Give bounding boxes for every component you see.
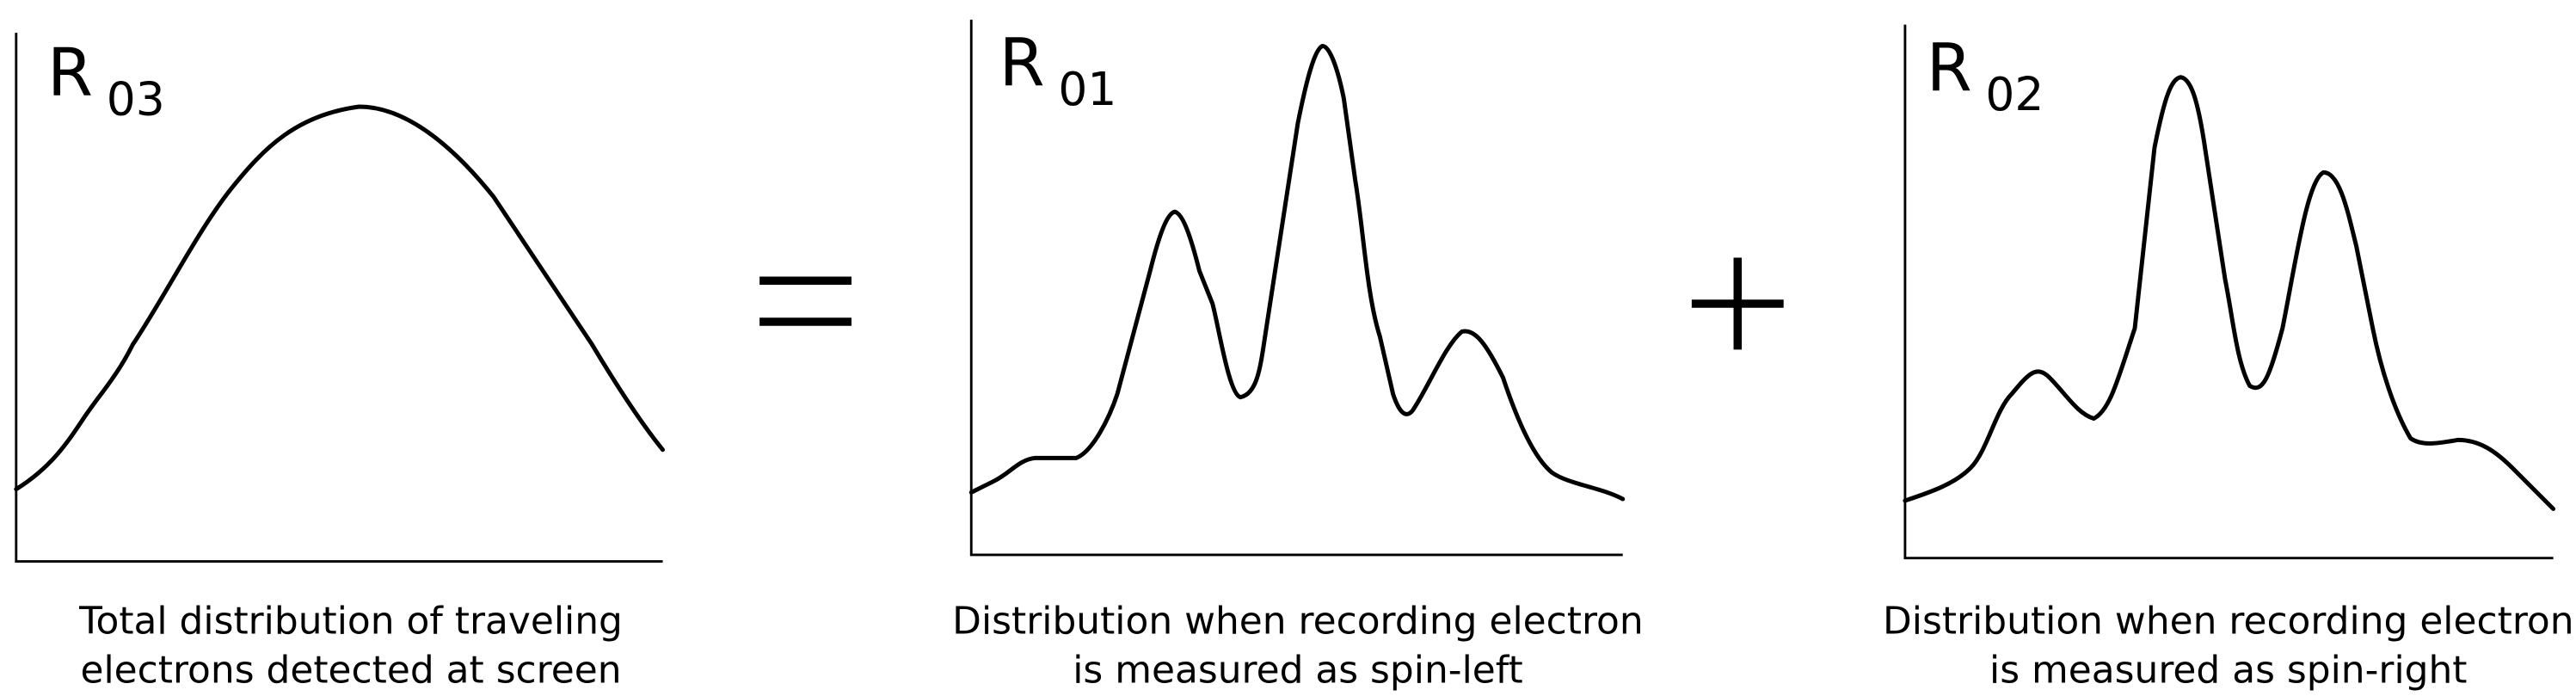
caption: is measured as spin-left <box>1073 649 1522 693</box>
panel-subscript: 01 <box>1058 62 1116 116</box>
panel-spin-left: R 01 Distribution when recording electro… <box>952 19 1644 693</box>
panel-subscript: 02 <box>1985 67 2044 121</box>
panel-total: R 03 Total distribution of traveling ele… <box>14 33 666 693</box>
caption: electrons detected at screen <box>80 649 621 693</box>
panel-spin-right: R 02 Distribution when recording electro… <box>1883 24 2574 693</box>
caption: Distribution when recording electron <box>1883 599 2574 643</box>
panel-label: R <box>47 34 93 111</box>
curve <box>14 104 666 492</box>
curve <box>1903 75 2556 511</box>
equals-sign <box>759 276 851 326</box>
caption: Distribution when recording electron <box>952 599 1644 643</box>
panel-label: R <box>1927 29 1972 106</box>
axes <box>1903 24 2554 560</box>
panel-label: R <box>999 24 1045 101</box>
plus-sign <box>1691 257 1784 350</box>
panel-subscript: 03 <box>107 72 165 126</box>
curve <box>968 43 1626 502</box>
caption: is measured as spin-right <box>1989 649 2467 693</box>
axes <box>15 33 663 563</box>
caption: Total distribution of traveling <box>78 599 623 643</box>
axes <box>969 19 1623 557</box>
